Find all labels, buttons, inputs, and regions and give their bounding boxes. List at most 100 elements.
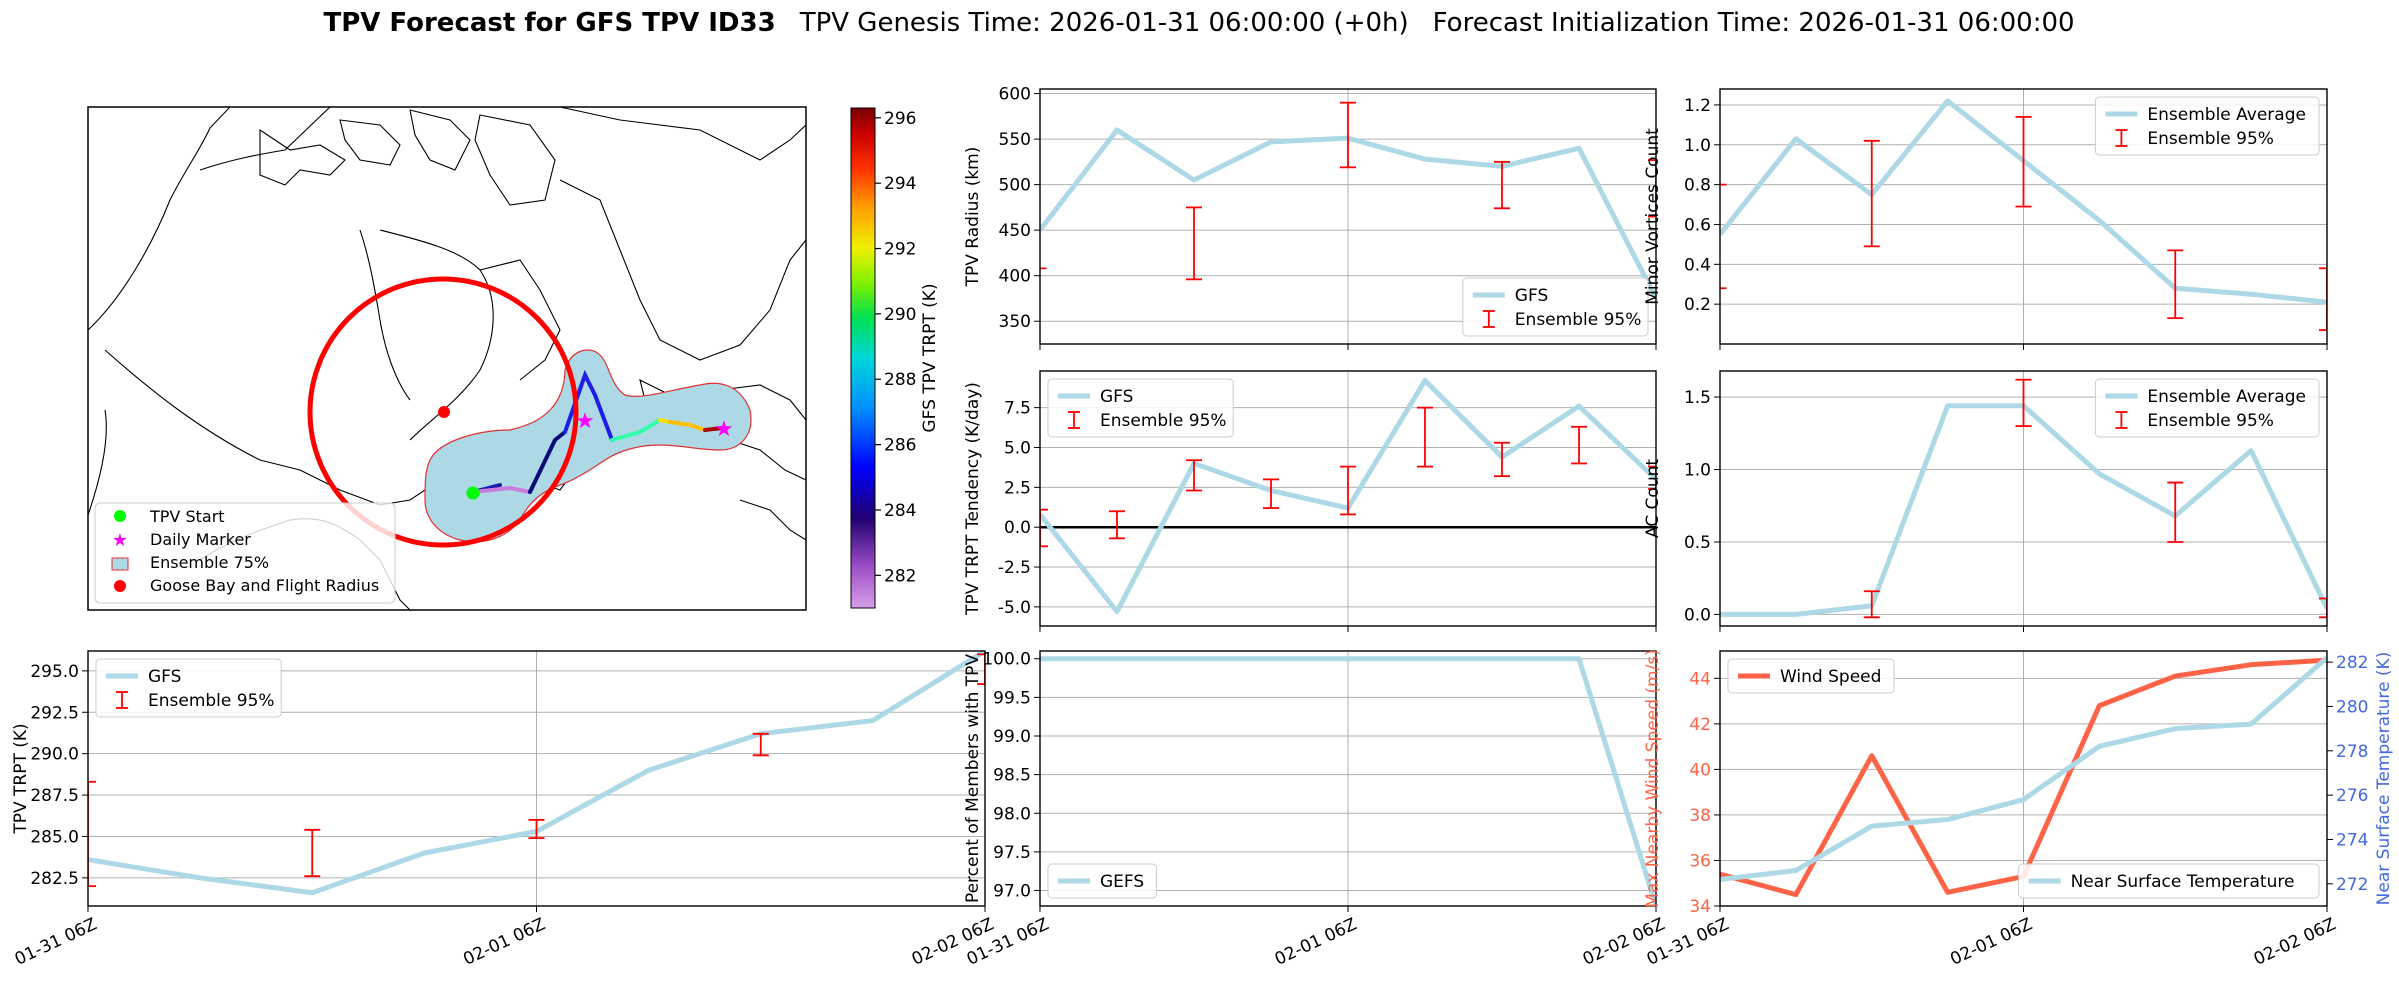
ytick-label: 0.4 [1684,255,1711,275]
series-line-gefs [1040,656,1656,906]
error-bar [1720,183,1727,290]
error-bar [1186,206,1202,281]
chart-wind: 272 274 276 278 280 282 Near Surface Temperatu… [1643,649,2394,970]
error-bar [2319,267,2327,331]
xtick-label: 01-31 06Z [12,914,100,969]
ensemble-bars [1863,378,2327,619]
error-bar [1648,159,1656,218]
ytick-label: -5.0 [998,598,1031,618]
europe-west [729,439,807,481]
error-bar [1263,478,1279,509]
ytick-label: 99.5 [993,688,1031,708]
error-bar [1494,441,1510,478]
ytick-label: 38 [1689,806,1711,826]
legend-label: GFS [1515,286,1548,306]
colorbar [850,107,876,609]
ytick-label: 287.5 [30,786,79,806]
legend: Ensemble Average Ensemble 95% [2094,96,2320,156]
ytick-label: 0.8 [1684,176,1711,196]
ylabel: AC Count [1643,459,1663,538]
legend: Wind Speed [1727,658,1895,694]
error-bar [2167,249,2184,320]
legend-label: Ensemble 95% [2147,411,2274,431]
ylabel: Max Nearby Wind Speed (m/s) [1643,649,1663,908]
legend-ensemble-label: Ensemble 75% [150,553,269,572]
error-bar [88,780,96,888]
legend-label: Near Surface Temperature [2071,872,2295,892]
greenland-coast [559,179,807,361]
arctic-island-3 [409,109,471,171]
ytick-label: 98.0 [993,804,1031,824]
ytick-label: 34 [1689,897,1711,917]
plot-content [1040,656,1656,906]
ytick-label: 292.5 [30,703,79,723]
ytick-label: 36 [1689,851,1711,871]
legend: Near Surface Temperature [2018,863,2320,899]
gridlines [87,651,986,906]
legend: Ensemble Average Ensemble 95% [2094,378,2320,438]
error-bar [1863,590,1880,619]
europe-south [739,499,807,541]
ytick-label: 290.0 [30,745,79,765]
ylabel: TPV TRPT (K) [11,723,31,834]
ytick-label: 282.5 [30,869,79,889]
plot-content [88,651,985,896]
ytick-label: 99.0 [993,727,1031,747]
error-bar [1417,406,1433,468]
ytick-label: 450 [999,221,1031,241]
ytick-label: 1.0 [1684,136,1711,156]
colorbar-tick-label: 284 [884,501,916,521]
ytick-label: 400 [999,267,1031,287]
ensemble-bars [1040,406,1656,548]
ytick-label: 600 [999,85,1031,105]
ytick-label: 97.0 [993,882,1031,902]
arctic-island-4 [474,114,556,206]
ytick-label: 0.2 [1684,295,1711,315]
legend-label: Wind Speed [1780,667,1881,687]
legend-start-label: TPV Start [149,507,225,526]
figure-title: TPV Forecast for GFS TPV ID33 TPV Genesis… [323,8,2074,38]
daily-marker-1: ★ [575,409,595,434]
error-bar [1648,465,1656,490]
coast-west [87,106,231,331]
xtick-label: 02-01 06Z [1272,914,1360,969]
error-bar [1571,425,1587,465]
ytick-label: -2.5 [998,558,1031,578]
colorbar-tick-label: 286 [884,436,916,456]
ytick-label: 5.0 [1004,439,1031,459]
genesis-time: TPV Genesis Time: 2026-01-31 06:00:00 (+… [799,8,1409,38]
ytick-label: 550 [999,130,1031,150]
legend-patch-icon [111,557,129,571]
ensemble-bars [1040,101,1656,281]
legend: GFS Ensemble 95% [1047,378,1234,438]
legend-box [2018,863,2320,899]
init-time: Forecast Initialization Time: 2026-01-31… [1433,8,2075,38]
chart-trpt: 282.5 285.0 287.5 290.0 292.5 295.0 TPV TRPT (… [11,650,997,970]
chart-minor: 0.2 0.4 0.6 0.8 1.0 1.2 Minor Vortices Count En… [1643,88,2328,350]
ensemble-bars [88,653,985,888]
legend-label: GEFS [1100,872,1144,892]
ensemble-bars [1720,115,2327,331]
map-legend-box [94,502,396,604]
labrador [479,259,561,381]
ytick-right-label: 276 [2336,786,2368,806]
flight-radius-circle [307,276,579,548]
legend-box [2094,96,2320,156]
map-panel: ★ ★ TPV Start ★ Daily Marker Ensemble 75… [87,106,940,611]
legend-label: Ensemble 95% [1515,310,1642,330]
ensemble-75-region [424,349,752,543]
error-bar [1040,267,1047,270]
error-bar [2015,115,2032,208]
ytick-label: 1.5 [1684,388,1711,408]
error-bar [1186,459,1202,492]
coastlines [87,106,807,611]
ytick-label: 0.5 [1684,533,1711,553]
error-bar [2319,597,2327,619]
colorbar-tick-label: 282 [884,566,916,586]
tpv-start-marker [466,486,480,500]
colorbar-label: GFS TPV TRPT (K) [920,283,940,432]
ytick-right-label: 272 [2336,875,2368,895]
legend-label: Ensemble 95% [1100,411,1227,431]
